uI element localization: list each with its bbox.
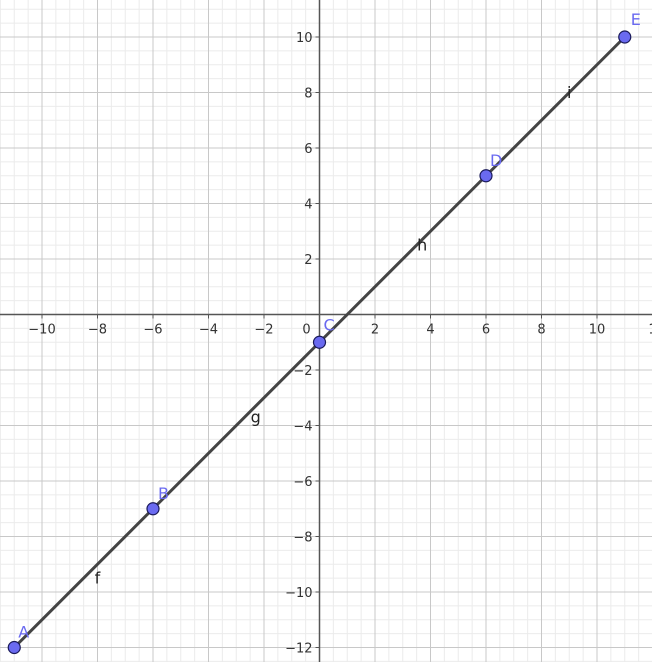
point-B[interactable] [146, 502, 160, 516]
x-tick-label: −2 [254, 323, 273, 338]
point-D[interactable] [479, 169, 493, 183]
x-tick-label: −10 [28, 323, 55, 338]
segment-label-i: i [567, 83, 571, 102]
y-tick-label: −2 [293, 364, 312, 379]
y-tick-label: −4 [293, 420, 312, 435]
point-E[interactable] [618, 30, 632, 44]
point-label-C: C [324, 315, 335, 334]
y-tick-label: −8 [293, 531, 312, 546]
point-label-D: D [490, 151, 502, 170]
segment-g[interactable] [151, 340, 321, 511]
x-tick-label: 0 [302, 323, 310, 338]
point-label-E: E [631, 10, 641, 29]
point-label-A: A [18, 623, 29, 642]
x-tick-label: −8 [88, 323, 107, 338]
segment-i[interactable] [484, 35, 627, 178]
x-tick-label: 8 [537, 323, 545, 338]
segment-label-g: g [251, 408, 261, 427]
x-tick-label: 2 [371, 323, 379, 338]
x-tick-label: −4 [199, 323, 218, 338]
y-tick-label: 6 [304, 142, 312, 157]
point-C[interactable] [312, 335, 327, 349]
y-tick-label: −12 [285, 642, 312, 657]
x-tick-label: 10 [589, 323, 606, 338]
segment-f[interactable] [12, 507, 155, 649]
y-tick-label: 4 [304, 198, 312, 213]
x-tick-label: 1 [648, 323, 652, 338]
y-tick-label: −6 [293, 475, 312, 490]
point-A[interactable] [7, 640, 21, 655]
x-tick-label: −6 [143, 323, 162, 338]
x-tick-label: 6 [482, 323, 490, 338]
point-label-B: B [158, 484, 169, 503]
y-tick-label: 8 [304, 87, 312, 102]
y-tick-label: −10 [285, 586, 312, 601]
x-tick-label: 4 [426, 323, 434, 338]
segment-label-h: h [417, 236, 427, 255]
segment-h[interactable] [318, 174, 488, 344]
segment-label-f: f [95, 569, 101, 588]
y-tick-label: 2 [304, 253, 312, 268]
y-tick-label: 10 [296, 31, 313, 46]
